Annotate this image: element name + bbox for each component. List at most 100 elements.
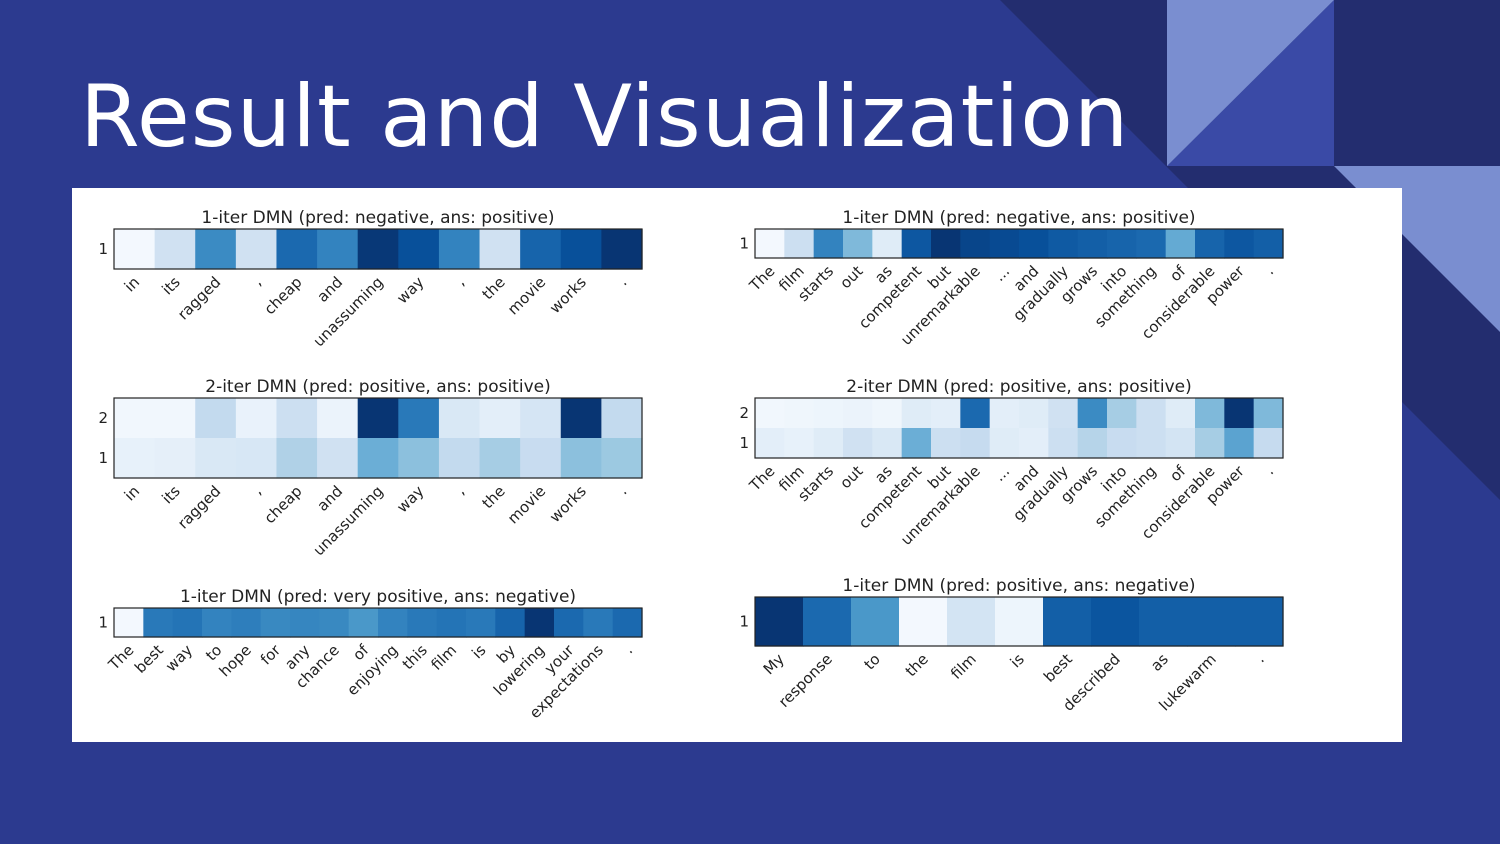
heatmap-cell — [398, 438, 440, 479]
x-tick-label: its — [158, 273, 183, 298]
heatmap-cell — [989, 428, 1020, 459]
heatmap-chart-5: 1-iter DMN (pred: very positive, ans: ne… — [98, 587, 643, 722]
heatmap-cell — [1077, 398, 1108, 429]
heatmap-cell — [1253, 229, 1284, 259]
heatmap-chart-6: 1-iter DMN (pred: positive, ans: negativ… — [739, 576, 1284, 715]
heatmap-cell — [995, 597, 1044, 647]
heatmap-chart-4: 2-iter DMN (pred: positive, ans: positiv… — [739, 377, 1284, 549]
heatmap-title: 1-iter DMN (pred: negative, ans: positiv… — [842, 208, 1195, 228]
heatmap-cell — [1195, 229, 1225, 259]
x-tick-label: film — [947, 650, 980, 683]
heatmap-cell — [1107, 398, 1137, 429]
heatmap-cell — [1165, 229, 1196, 259]
heatmap-cell — [436, 608, 467, 638]
heatmap-cell — [601, 438, 643, 479]
heatmap-cell — [989, 229, 1020, 259]
heatmap-cell — [276, 398, 318, 439]
heatmap-cell — [1195, 428, 1225, 459]
x-tick-label: this — [399, 641, 431, 673]
x-tick-label: , — [452, 273, 468, 289]
heatmap-cell — [438, 229, 481, 270]
x-tick-label: to — [860, 650, 883, 673]
x-tick-label: . — [614, 273, 630, 289]
heatmap-cell — [1253, 428, 1284, 459]
heatmap-cell — [813, 428, 844, 459]
heatmap-cell — [357, 229, 399, 270]
row-label: 2 — [98, 409, 108, 427]
heatmap-cell — [960, 229, 991, 259]
heatmap-cell — [276, 229, 318, 270]
heatmap-cell — [612, 608, 643, 638]
x-tick-label: . — [620, 641, 636, 657]
heatmap-cell — [601, 229, 643, 270]
heatmap-frame — [113, 607, 643, 638]
heatmap-cell — [1224, 428, 1255, 459]
x-tick-label: film — [427, 641, 460, 674]
x-tick-label: hope — [216, 641, 255, 680]
heatmap-cell — [560, 398, 602, 439]
heatmap-cell — [195, 398, 237, 439]
x-tick-label: ragged — [174, 482, 224, 532]
heatmap-cell — [235, 438, 278, 479]
x-tick-label: , — [452, 482, 468, 498]
heatmap-cell — [348, 608, 379, 638]
heatmap-cell — [154, 229, 196, 270]
heatmap-cell — [1043, 597, 1092, 647]
heatmap-cell — [755, 428, 785, 459]
heatmap-cell — [290, 608, 320, 638]
x-tick-label: movie — [504, 482, 549, 527]
heatmap-cell — [1136, 229, 1167, 259]
heatmap-cell — [317, 398, 359, 439]
heatmap-cell — [931, 229, 961, 259]
slide-title: Result and Visualization — [80, 67, 1130, 167]
heatmap-cell — [803, 597, 852, 647]
heatmap-chart-3: 2-iter DMN (pred: positive, ans: positiv… — [98, 377, 643, 559]
heatmap-cell — [1187, 597, 1236, 647]
x-tick-label: best — [1040, 650, 1076, 686]
heatmap-cell — [479, 398, 521, 439]
x-tick-label: the — [479, 273, 509, 303]
heatmap-cell — [1107, 229, 1137, 259]
row-label: 1 — [98, 449, 108, 467]
heatmap-cell — [784, 398, 815, 429]
x-tick-label: . — [1261, 262, 1277, 278]
x-tick-label: and — [314, 482, 347, 515]
heatmap-cell — [357, 398, 399, 439]
heatmap-cell — [195, 229, 237, 270]
x-tick-label: . — [614, 482, 630, 498]
heatmap-cell — [960, 428, 991, 459]
heatmap-cell — [813, 229, 844, 259]
row-label: 1 — [739, 613, 749, 631]
x-tick-label: its — [158, 482, 183, 507]
x-tick-label: as — [1147, 650, 1172, 675]
heatmap-cell — [276, 438, 318, 479]
heatmap-cell — [755, 398, 785, 429]
heatmap-cell — [172, 608, 203, 638]
row-label: 1 — [98, 240, 108, 258]
heatmap-cell — [154, 398, 196, 439]
x-tick-label: works — [546, 273, 590, 317]
heatmap-cell — [195, 438, 237, 479]
x-tick-label: for — [257, 641, 285, 669]
heatmap-cell — [114, 398, 156, 439]
heatmap-cell — [901, 428, 932, 459]
heatmap-cell — [1195, 398, 1225, 429]
heatmap-cell — [319, 608, 350, 638]
attention-heatmaps-figure: 1-iter DMN (pred: negative, ans: positiv… — [98, 208, 1284, 722]
row-label: 1 — [98, 614, 108, 632]
heatmap-cell — [872, 428, 903, 459]
heatmap-chart-1: 1-iter DMN (pred: negative, ans: positiv… — [98, 208, 643, 350]
heatmap-cell — [520, 229, 562, 270]
x-tick-label: ragged — [174, 273, 224, 323]
heatmap-cell — [601, 398, 643, 439]
heatmap-cell — [560, 438, 602, 479]
heatmap-cell — [524, 608, 555, 638]
heatmap-cell — [843, 398, 873, 429]
heatmap-cell — [1136, 398, 1167, 429]
heatmap-cell — [1224, 229, 1255, 259]
heatmap-cell — [1048, 229, 1079, 259]
heatmap-frame — [754, 397, 1284, 459]
heatmap-cell — [843, 428, 873, 459]
x-tick-label: best — [131, 641, 167, 677]
x-tick-label: in — [121, 273, 143, 295]
